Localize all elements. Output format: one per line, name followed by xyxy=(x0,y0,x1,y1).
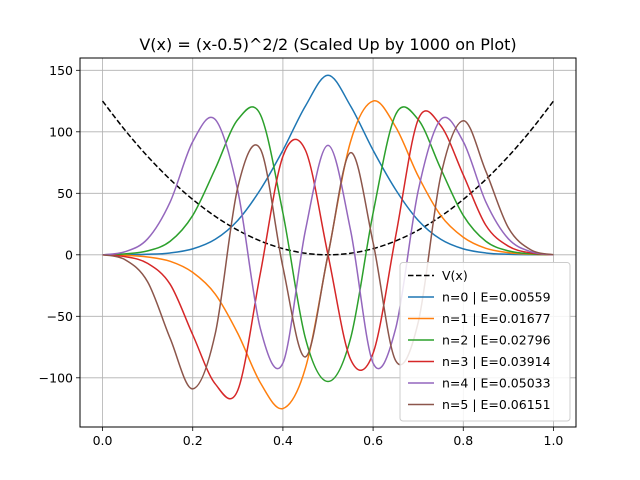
legend-label-4: n=3 | E=0.03914 xyxy=(442,354,551,369)
series-line-6 xyxy=(102,119,554,390)
y-tick-label: −100 xyxy=(39,370,73,385)
y-tick-label: 100 xyxy=(49,124,73,139)
series-line-1 xyxy=(102,74,554,256)
y-tick-label: 0 xyxy=(65,247,73,262)
y-tick-label: −50 xyxy=(47,309,73,324)
chart-title: V(x) = (x-0.5)^2/2 (Scaled Up by 1000 on… xyxy=(139,35,516,54)
legend-label-3: n=2 | E=0.02796 xyxy=(442,333,551,348)
x-tick-label: 0.4 xyxy=(273,433,293,448)
series-line-5 xyxy=(102,116,554,370)
x-tick-label: 0.8 xyxy=(453,433,473,448)
legend-label-0: V(x) xyxy=(442,268,468,283)
plot-frame xyxy=(79,57,577,428)
y-tick-label: 50 xyxy=(57,186,73,201)
series-line-0 xyxy=(101,100,555,256)
x-tick-label: 1.0 xyxy=(544,433,564,448)
axis-ticks: 0.0 0.2 0.4 0.6 0.8 1.0 −100 −50 0 50 100 150 xyxy=(39,63,564,448)
x-tick-label: 0.2 xyxy=(183,433,203,448)
legend-label-5: n=4 | E=0.05033 xyxy=(442,376,551,391)
x-tick-label: 0.6 xyxy=(363,433,383,448)
legend-label-2: n=1 | E=0.01677 xyxy=(442,311,551,326)
y-tick-label: 150 xyxy=(49,63,73,78)
legend-box xyxy=(399,262,571,422)
x-tick-label: 0.0 xyxy=(93,433,113,448)
legend-label-6: n=5 | E=0.06151 xyxy=(442,397,551,412)
legend-label-1: n=0 | E=0.00559 xyxy=(442,290,551,305)
series-line-3 xyxy=(102,106,554,383)
series-layer xyxy=(101,74,555,410)
legend: V(x) n=0 | E=0.00559 n=1 | E=0.01677 n=2 | … xyxy=(399,262,571,422)
